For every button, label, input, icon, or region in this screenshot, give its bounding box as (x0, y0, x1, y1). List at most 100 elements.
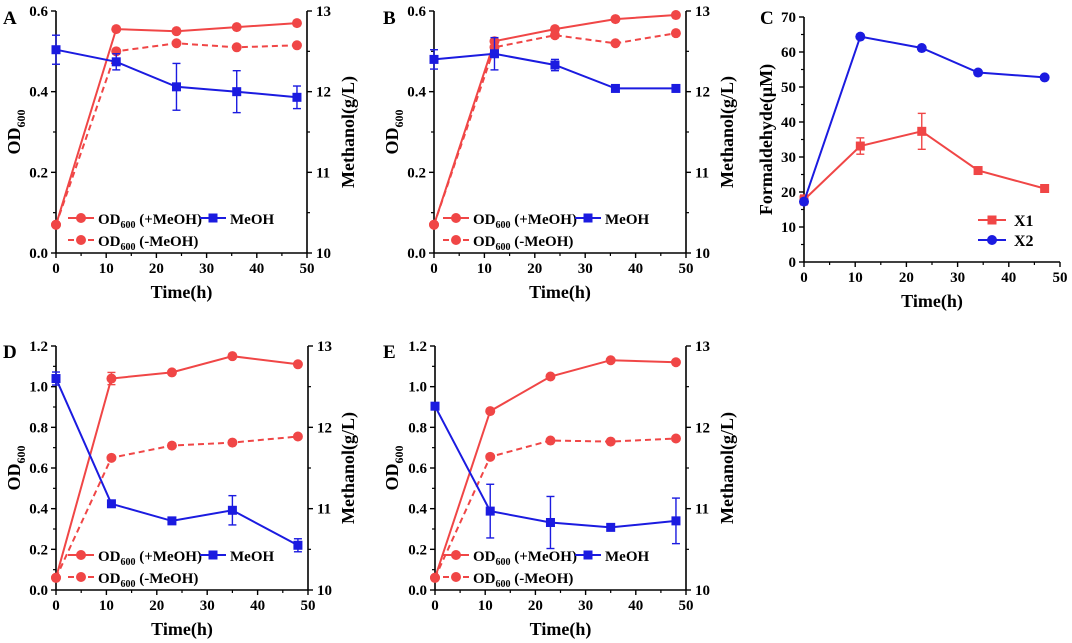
panel-label: D (3, 342, 17, 363)
x-tick-label: 10 (848, 270, 863, 286)
y-tick-label-right: 10 (695, 583, 710, 599)
y-axis-title-right: Methanol(g/L) (338, 412, 359, 524)
data-point (605, 355, 616, 366)
series-line (803, 35, 1045, 202)
legend-marker (451, 235, 461, 245)
y-tick-label-left: 70 (781, 10, 796, 26)
y-tick-label-left: 1.2 (408, 339, 427, 355)
y-tick-label-left: 0.6 (407, 4, 426, 20)
y-tick-label-left: 0.4 (408, 502, 427, 518)
legend: OD600 (+MeOH) MeOH OD600 (-MeOH) (443, 549, 649, 590)
x-tick-label: 0 (430, 261, 438, 277)
series-line (434, 359, 677, 579)
x-tick-label: 30 (200, 598, 215, 614)
x-tick-label: 0 (431, 598, 439, 614)
series-od600-meoh (51, 18, 302, 230)
data-point (549, 30, 560, 41)
x-tick-label: 10 (99, 598, 114, 614)
y-tick-label-left: 1.2 (29, 339, 48, 355)
y-tick-label-right: 10 (317, 583, 332, 599)
data-point (610, 38, 621, 49)
y-tick-label-left: 0.4 (407, 85, 426, 101)
legend-label: MeOH (230, 212, 274, 228)
legend-label: OD600 (-MeOH) (473, 234, 573, 253)
legend-label: MeOH (605, 549, 649, 565)
data-point (291, 18, 302, 29)
y-tick-label-left: 10 (781, 220, 796, 236)
x-axis-title: Time(h) (151, 619, 213, 640)
y-axis-title-left: OD600 (4, 110, 28, 155)
x-tick-label: 20 (149, 598, 164, 614)
y-tick-label-left: 0.2 (407, 165, 426, 181)
series-meoh (51, 371, 303, 553)
x-tick-label: 40 (628, 261, 643, 277)
y-axis-title-right: Methanol(g/L) (717, 76, 738, 188)
data-point (111, 57, 121, 67)
series-line (55, 355, 299, 579)
x-tick-label: 40 (628, 598, 643, 614)
y-tick-label-left: 1.0 (408, 380, 427, 396)
data-point (171, 26, 182, 37)
panel-label: C (760, 8, 774, 29)
series-line (433, 32, 677, 226)
y-tick-label-left: 0.8 (29, 420, 48, 436)
legend-label: X1 (1014, 213, 1034, 230)
panel-label: A (3, 8, 17, 29)
y-tick-label-left: 30 (781, 150, 796, 166)
y-tick-label-right: 10 (695, 246, 710, 262)
data-point (106, 499, 116, 509)
x-tick-label: 40 (250, 598, 265, 614)
data-point (1039, 72, 1050, 83)
data-point (51, 219, 61, 230)
x-tick-label: 30 (578, 261, 593, 277)
data-point (855, 141, 865, 151)
x-tick-label: 30 (199, 261, 214, 277)
x-tick-label: 10 (477, 261, 492, 277)
data-point (293, 540, 303, 550)
series-od600-meoh (51, 351, 303, 583)
x-tick-label: 10 (478, 598, 493, 614)
y-tick-label-left: 0.0 (408, 583, 427, 599)
panel-d: D 0 10 20 30 40 50 Time(h) 0.0 0.2 0.4 0.6 0.8 1.0 1.2… (3, 339, 359, 640)
x-tick-label: 40 (1001, 270, 1016, 286)
y-tick-label-left: 0.2 (408, 542, 427, 558)
data-point (166, 440, 177, 451)
y-tick-label-right: 13 (695, 339, 710, 355)
y-tick-label-right: 12 (695, 85, 710, 101)
data-point (106, 452, 117, 463)
y-axis-title-left: OD600 (4, 446, 28, 491)
data-point (916, 43, 927, 54)
x-tick-label: 20 (149, 261, 164, 277)
legend-marker (76, 550, 86, 560)
y-tick-label-left: 0.4 (29, 85, 48, 101)
legend-marker (208, 550, 218, 560)
data-point (227, 351, 238, 362)
series-od600-meoh (430, 433, 681, 583)
y-tick-label-left: 0.0 (407, 246, 426, 262)
series-line (55, 378, 299, 547)
y-tick-label-left: 1.0 (29, 380, 48, 396)
x-tick-label: 20 (528, 598, 543, 614)
x-tick-label: 10 (99, 261, 114, 277)
y-tick-label-left: 40 (781, 115, 796, 131)
legend: OD600 (+MeOH) MeOH OD600 (-MeOH) (443, 212, 649, 253)
y-axis-title-left: OD600 (382, 446, 406, 491)
y-tick-label-left: 0.6 (408, 461, 427, 477)
y-tick-label-right: 11 (695, 502, 709, 518)
y-tick-label-left: 0.2 (29, 165, 48, 181)
y-axis-title-right: Methanol(g/L) (717, 412, 738, 524)
series-line (55, 22, 298, 226)
y-tick-label-right: 12 (317, 420, 332, 436)
y-tick-label-left: 0.6 (29, 4, 48, 20)
data-point (973, 67, 984, 78)
y-tick-label-left: 0.2 (29, 542, 48, 558)
y-tick-label-right: 11 (317, 502, 331, 518)
data-point (671, 516, 681, 526)
x-tick-label: 20 (527, 261, 542, 277)
legend-label: OD600 (-MeOH) (98, 571, 198, 590)
data-point (485, 451, 496, 462)
series-od600-meoh (429, 28, 681, 230)
y-tick-label-left: 20 (781, 185, 796, 201)
x-tick-label: 0 (52, 261, 60, 277)
series-x1 (799, 112, 1050, 206)
